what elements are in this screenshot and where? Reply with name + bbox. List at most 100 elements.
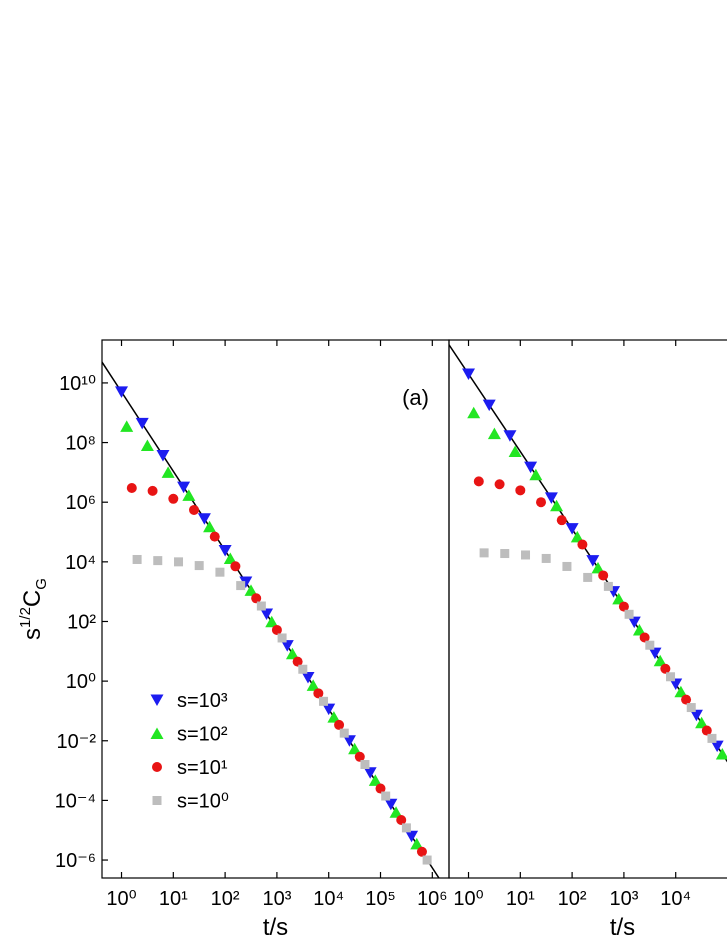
marker-square	[500, 549, 510, 559]
marker-circle	[168, 493, 179, 504]
marker-circle	[230, 561, 241, 572]
marker-triangle-up	[570, 530, 584, 543]
marker-square	[174, 557, 184, 567]
marker-circle	[354, 751, 365, 762]
marker-square	[339, 728, 349, 738]
marker-circle	[494, 479, 505, 490]
y-axis-label: s1/2CG	[17, 578, 50, 640]
marker-square	[666, 672, 676, 682]
marker-triangle-down	[565, 523, 579, 535]
x-tick-label: 10¹	[506, 888, 535, 910]
marker-triangle-up	[223, 552, 237, 564]
marker-square	[236, 581, 246, 591]
marker-square	[603, 581, 613, 591]
marker-circle	[334, 719, 345, 730]
marker-triangle-up	[715, 747, 727, 760]
x-tick-label: 10⁶	[417, 888, 447, 910]
y-tick-label: 10⁻²	[57, 731, 97, 753]
marker-triangle-down	[384, 798, 398, 811]
marker-triangle-down	[322, 703, 336, 716]
y-tick-label: 10⁸	[65, 433, 96, 455]
marker-circle	[681, 694, 692, 705]
legend-label: s=10⁰	[177, 791, 229, 813]
marker-triangle-down	[710, 740, 724, 753]
marker-triangle-down	[524, 461, 538, 474]
marker-triangle-up	[244, 584, 258, 596]
marker-square	[132, 554, 142, 564]
marker-triangle-up	[508, 445, 522, 458]
marker-triangle-up	[632, 623, 646, 636]
x-tick-label: 10³	[262, 888, 291, 910]
marker-triangle-down	[342, 735, 356, 747]
y-tick-label: 10²	[67, 611, 96, 633]
marker-square	[401, 823, 411, 833]
x-tick-label: 10¹	[159, 888, 188, 910]
marker-triangle-up	[182, 489, 196, 501]
marker-square	[521, 550, 531, 560]
marker-square	[479, 548, 489, 558]
marker-triangle-up	[591, 561, 605, 574]
y-tick-label: 10⁶	[66, 492, 96, 514]
marker-square	[707, 733, 717, 743]
marker-triangle-down	[627, 616, 641, 629]
marker-circle	[536, 497, 547, 508]
marker-circle	[701, 725, 712, 736]
y-label-sup: 1/2	[17, 607, 34, 628]
marker-triangle-down	[648, 647, 662, 660]
marker-triangle-up	[368, 774, 382, 786]
marker-circle	[147, 485, 158, 496]
marker-circle	[251, 593, 262, 604]
marker-triangle-up	[161, 466, 175, 478]
marker-triangle-down	[156, 449, 170, 462]
marker-circle	[639, 632, 650, 643]
x-tick-label: 10⁴	[660, 888, 691, 910]
marker-triangle-down	[363, 767, 377, 779]
x-tick-label: 10³	[609, 888, 638, 910]
x-tick-label: 10²	[558, 888, 587, 910]
y-tick-label: 10⁻⁶	[55, 850, 96, 872]
marker-square	[360, 759, 370, 769]
y-tick-label: 10¹⁰	[59, 373, 96, 395]
fit-line	[449, 344, 727, 763]
marker-circle	[556, 515, 567, 526]
marker-circle	[473, 476, 484, 487]
marker-triangle-down	[135, 417, 149, 430]
marker-square	[194, 561, 204, 571]
marker-circle	[313, 688, 324, 699]
marker-circle	[515, 485, 526, 496]
marker-triangle-down	[218, 545, 232, 557]
marker-triangle-up	[285, 647, 299, 660]
plot-area	[102, 361, 440, 878]
marker-square	[381, 791, 391, 801]
marker-triangle-up	[327, 711, 341, 723]
marker-circle	[416, 846, 427, 857]
marker-circle	[126, 482, 137, 493]
x-axis-label: t/s	[610, 914, 635, 940]
marker-triangle-up	[529, 468, 543, 481]
marker-circle	[577, 539, 588, 550]
y-tick-label: 10⁰	[66, 671, 96, 693]
marker-triangle-up	[203, 520, 217, 533]
marker-triangle-down	[177, 481, 191, 494]
legend-label: s=10¹	[177, 757, 228, 779]
x-tick-label: 10⁴	[313, 888, 344, 910]
marker-triangle-up	[306, 679, 320, 691]
marker-triangle-down	[115, 386, 129, 398]
marker-triangle-down	[503, 430, 517, 442]
marker-circle	[271, 624, 282, 635]
marker-triangle-up	[265, 615, 279, 628]
marker-triangle-down	[239, 576, 253, 589]
marker-square	[583, 572, 593, 582]
marker-square	[256, 601, 266, 611]
marker-square	[298, 664, 308, 674]
x-tick-label: 10⁵	[365, 888, 396, 910]
marker-triangle-down	[586, 555, 600, 567]
marker-triangle-down	[689, 709, 703, 722]
y-tick-label: 10⁻⁴	[55, 790, 96, 812]
marker-circle	[375, 783, 386, 794]
marker-circle	[598, 570, 609, 581]
legend-marker	[150, 727, 164, 739]
marker-triangle-down	[301, 672, 315, 684]
